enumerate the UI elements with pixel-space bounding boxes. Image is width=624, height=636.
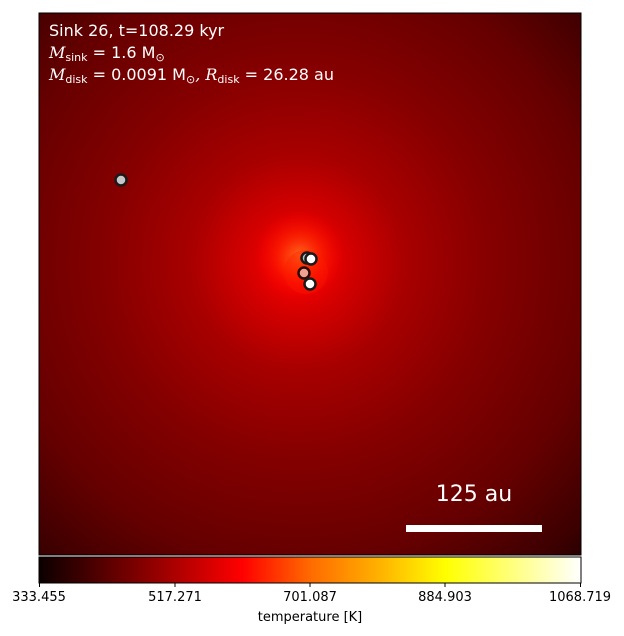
map-frame [38,12,582,556]
msink-symbol: M [49,43,66,62]
scale-bar [406,525,542,532]
msink-subscript: sink [65,51,88,64]
disk-properties-label: Mdisk = 0.0091 M⊙, Rdisk = 26.28 au [49,65,334,90]
colorbar-tick-label: 517.271 [148,590,202,605]
colorbar-tick-label: 884.903 [418,590,472,605]
msink-sun-symbol: ⊙ [155,51,165,64]
mdisk-subscript: disk [65,73,88,86]
colorbar-tick-label: 1068.719 [548,590,612,605]
sink-mass-label: Msink = 1.6 M⊙ [49,43,165,68]
msink-value: = 1.6 M [87,43,156,62]
scale-bar-label: 125 au [435,482,513,507]
colorbar-ticks [39,583,581,587]
sink-particle-marker [114,173,128,187]
rdisk-value: = 26.28 au [239,65,334,84]
colorbar [39,557,581,583]
colorbar-tick-label: 701.087 [283,590,337,605]
colorbar-label: temperature [K] [257,610,363,625]
colorbar-tick-label: 333.455 [12,590,66,605]
sink-time-label: Sink 26, t=108.29 kyr [49,21,225,40]
sink-particle-marker [297,266,311,280]
sink-particles [114,173,318,291]
mdisk-sun-symbol: ⊙ [185,73,196,86]
mdisk-value: = 0.0091 M [87,65,186,84]
rdisk-symbol: , R [195,65,218,84]
rdisk-subscript: disk [217,73,240,86]
sink-particle-marker [303,277,317,291]
mdisk-symbol: M [49,65,66,84]
sink-particle-marker [304,252,318,266]
